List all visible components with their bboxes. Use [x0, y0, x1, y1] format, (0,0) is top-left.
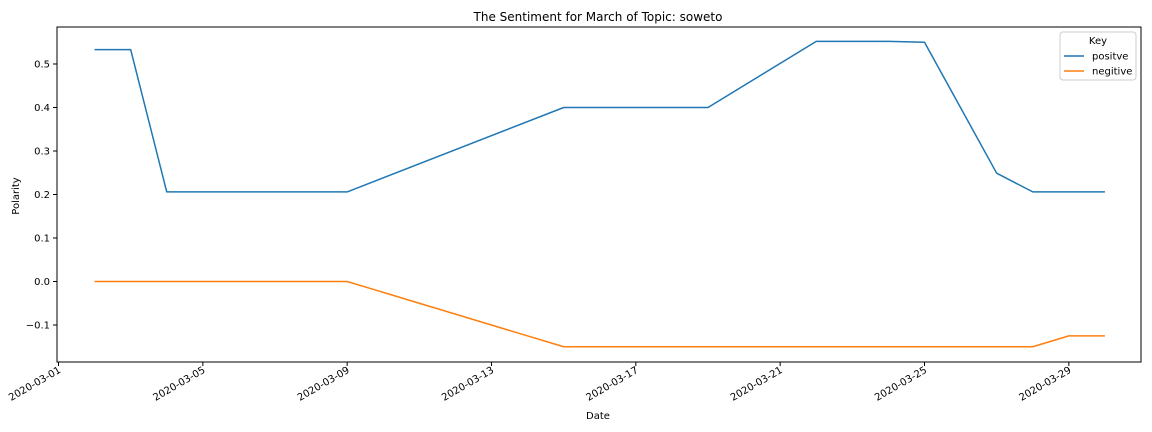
series-layer	[94, 40, 1105, 348]
y-tick-label: 0.2	[34, 190, 50, 201]
y-tick-label: −0.1	[26, 321, 50, 332]
chart-title: The Sentiment for March of Topic: soweto	[473, 10, 723, 24]
y-tick-label: 0.0	[34, 277, 50, 288]
plot-area	[57, 27, 1141, 362]
plot-background	[57, 27, 1141, 362]
legend-label-positve: positve	[1092, 52, 1128, 63]
legend: Key positve negitive	[1059, 31, 1137, 81]
series-line-positve	[94, 40, 1105, 193]
legend-title: Key	[1089, 36, 1107, 47]
legend-label-negitive: negitive	[1092, 67, 1132, 78]
series-line-negitive	[94, 280, 1105, 348]
y-tick-label: 0.5	[34, 59, 50, 70]
y-tick-label: 0.1	[34, 234, 50, 245]
legend-entries: positve negitive	[1064, 52, 1132, 78]
x-axis-title: Date	[586, 411, 610, 422]
legend-box	[1059, 31, 1137, 81]
y-axis-title: Polarity	[11, 177, 22, 215]
y-tick-label: 0.3	[34, 146, 50, 157]
y-tick-label: 0.4	[34, 103, 50, 114]
